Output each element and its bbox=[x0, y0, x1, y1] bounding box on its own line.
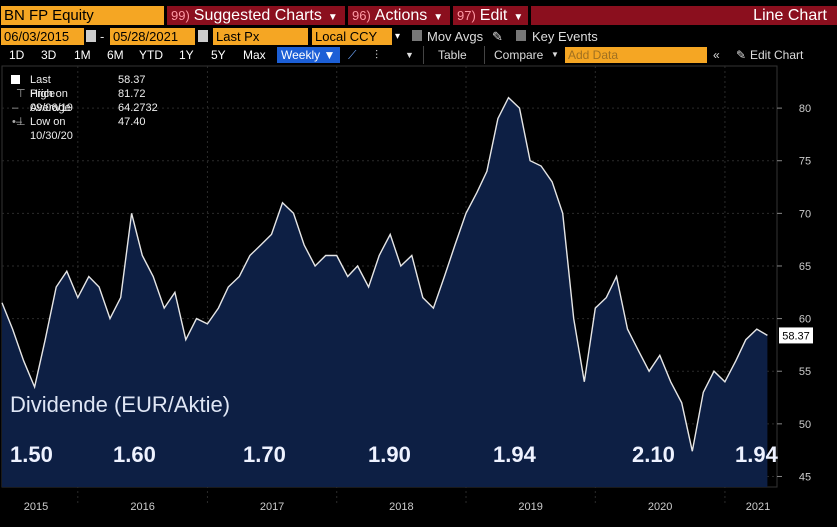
end-date-input[interactable]: 05/28/2021 bbox=[110, 28, 195, 45]
last-value-label: 58.37 bbox=[782, 330, 810, 342]
range-1y[interactable]: 1Y bbox=[179, 48, 194, 62]
y-tick-label: 80 bbox=[799, 103, 811, 115]
line-chart-icon[interactable]: ⟋ bbox=[348, 48, 357, 62]
x-tick-label: 2017 bbox=[260, 501, 284, 513]
calendar-icon[interactable] bbox=[198, 30, 208, 42]
high-marker-icon: ⊤ bbox=[16, 88, 26, 100]
actions-number: 96) bbox=[352, 8, 371, 23]
legend-label: Average bbox=[30, 102, 71, 114]
legend-value: 64.2732 bbox=[118, 102, 158, 114]
field-input[interactable]: Last Px bbox=[213, 28, 308, 45]
range-6m[interactable]: 6M bbox=[107, 48, 124, 62]
key-events-label: Key Events bbox=[532, 29, 598, 44]
dividend-value: 1.70 bbox=[243, 442, 286, 467]
legend-label: High on 09/06/19 bbox=[30, 88, 73, 114]
calendar-icon[interactable] bbox=[86, 30, 96, 42]
key-events-checkbox[interactable] bbox=[516, 30, 526, 41]
edit-chart-button[interactable]: Edit Chart bbox=[750, 48, 804, 62]
low-marker-icon: ⊥ bbox=[16, 116, 26, 128]
legend-value: 81.72 bbox=[118, 88, 146, 100]
chevron-down-icon[interactable]: ▼ bbox=[405, 50, 414, 60]
y-tick-label: 45 bbox=[799, 471, 811, 483]
add-data-input[interactable]: Add Data bbox=[565, 47, 707, 63]
mov-avgs-checkbox[interactable] bbox=[412, 30, 422, 41]
ticker-field[interactable]: BN FP Equity bbox=[1, 6, 164, 25]
dividend-value: 1.60 bbox=[113, 442, 156, 467]
y-tick-label: 60 bbox=[799, 314, 811, 326]
actions-button[interactable]: 96) Actions ▼ bbox=[348, 6, 450, 25]
y-tick-label: 75 bbox=[799, 156, 811, 168]
actions-label: Actions bbox=[374, 7, 428, 24]
legend-label: Low on 10/30/20 bbox=[30, 116, 73, 142]
range-1m[interactable]: 1M bbox=[74, 48, 91, 62]
frequency-select[interactable]: Weekly ▼ bbox=[277, 47, 340, 63]
range-toolbar bbox=[0, 46, 837, 64]
table-button[interactable]: Table bbox=[438, 48, 467, 62]
chevron-down-icon: ▼ bbox=[327, 12, 338, 23]
suggested-charts-label: Suggested Charts bbox=[193, 7, 322, 24]
price-line bbox=[1, 96, 768, 452]
edit-label: Edit bbox=[479, 7, 508, 24]
range-ytd[interactable]: YTD bbox=[139, 48, 163, 62]
chevron-down-icon: ▼ bbox=[433, 12, 444, 23]
checkbox-icon[interactable] bbox=[11, 75, 20, 84]
x-tick-label: 2020 bbox=[648, 501, 672, 513]
price-area bbox=[2, 97, 768, 487]
x-tick-label: 2019 bbox=[518, 501, 542, 513]
last-value-tag bbox=[779, 327, 813, 344]
separator bbox=[423, 46, 424, 64]
chart-type-label: Line Chart bbox=[531, 6, 837, 25]
range-1d[interactable]: 1D bbox=[9, 48, 25, 62]
legend-value: 58.37 bbox=[118, 74, 146, 86]
edit-button[interactable]: 97) Edit ▼ bbox=[453, 6, 528, 25]
compare-button[interactable]: Compare bbox=[494, 48, 544, 62]
x-axis: 2015 2016 2017 2018 2019 2020 2021 bbox=[24, 501, 770, 513]
legend-label: Last Price bbox=[30, 74, 56, 100]
legend-value: 47.40 bbox=[118, 116, 146, 128]
range-max[interactable]: Max bbox=[243, 48, 266, 62]
currency-select[interactable]: Local CCY bbox=[312, 28, 392, 45]
edit-number: 97) bbox=[457, 8, 476, 23]
pencil-icon[interactable]: ✎ bbox=[492, 29, 503, 44]
dividend-value: 1.50 bbox=[10, 442, 53, 467]
bar-style-icon[interactable]: ⫶ bbox=[375, 48, 379, 62]
mov-avgs-label: Mov Avgs bbox=[427, 29, 484, 44]
start-date-input[interactable]: 06/03/2015 bbox=[1, 28, 84, 45]
dividend-value: 1.94 bbox=[493, 442, 536, 467]
separator bbox=[484, 46, 485, 64]
y-tick-label: 50 bbox=[799, 419, 811, 431]
chevron-down-icon[interactable]: ▼ bbox=[551, 50, 559, 59]
dividend-value: 1.94 bbox=[735, 442, 778, 467]
average-marker-icon: –•– bbox=[12, 102, 22, 128]
y-axis: 45 50 55 60 65 70 75 80 58.37 bbox=[777, 103, 813, 483]
dividend-value: 1.90 bbox=[368, 442, 411, 467]
pencil-icon[interactable]: ✎ bbox=[736, 48, 747, 62]
frequency-label: Weekly bbox=[281, 48, 321, 62]
range-5y[interactable]: 5Y bbox=[211, 48, 226, 62]
date-separator: - bbox=[100, 29, 105, 44]
y-tick-label: 70 bbox=[799, 208, 811, 220]
range-3d[interactable]: 3D bbox=[41, 48, 57, 62]
suggested-charts-button[interactable]: 99) Suggested Charts ▼ bbox=[167, 6, 345, 25]
dividend-title: Dividende (EUR/Aktie) bbox=[10, 392, 231, 417]
y-tick-label: 65 bbox=[799, 261, 811, 273]
suggested-charts-number: 99) bbox=[171, 8, 190, 23]
collapse-icon[interactable]: « bbox=[713, 48, 720, 62]
x-tick-label: 2016 bbox=[130, 501, 154, 513]
currency-dropdown-icon[interactable]: ▾ bbox=[395, 31, 401, 42]
x-tick-label: 2018 bbox=[389, 501, 413, 513]
dividend-value: 2.10 bbox=[632, 442, 675, 467]
y-tick-label: 55 bbox=[799, 366, 811, 378]
x-tick-label: 2015 bbox=[24, 501, 48, 513]
chevron-down-icon: ▼ bbox=[513, 12, 524, 23]
x-tick-label: 2021 bbox=[746, 501, 770, 513]
